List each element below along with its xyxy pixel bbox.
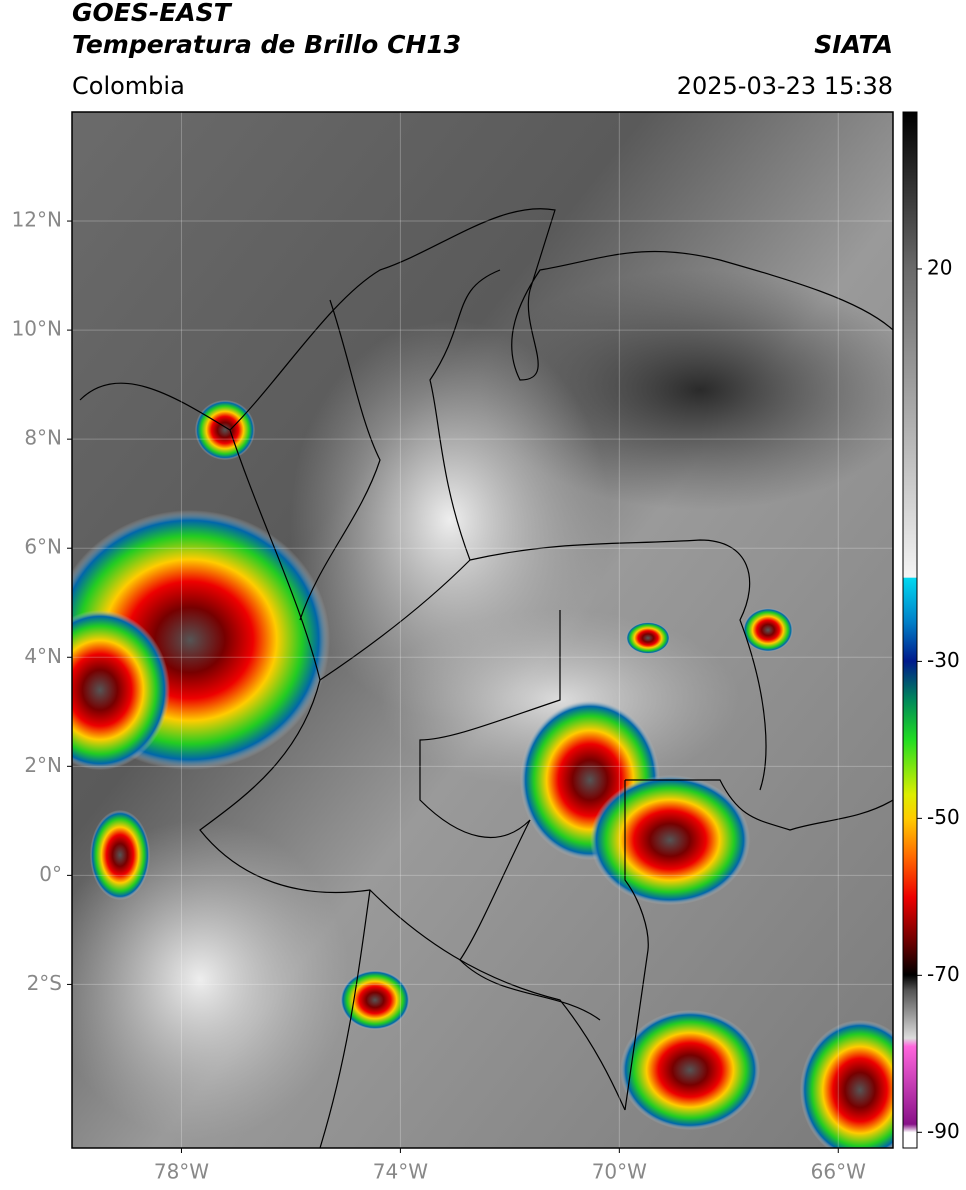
region: Colombia [72,72,185,100]
y-tick-label: 12°N [12,208,62,232]
x-tick-label: 74°W [373,1160,428,1184]
map-frame [71,111,894,1149]
source: SIATA [814,30,893,59]
y-tick-label: 4°N [24,644,62,668]
colorbar-tick-label: 20 [927,255,952,279]
y-tick-label: 6°N [24,535,62,559]
colorbar-tick-label: -70 [927,962,960,986]
y-tick-label: 2°S [27,971,62,995]
x-tick-label: 78°W [154,1160,209,1184]
colorbar-tick-label: -30 [927,648,960,672]
y-tick-label: 0° [39,862,62,886]
x-tick-label: 70°W [592,1160,647,1184]
y-tick-label: 8°N [24,426,62,450]
colorbar-tick-label: -50 [927,805,960,829]
y-tick-label: 10°N [12,317,62,341]
subtitle: Temperatura de Brillo CH13 [72,30,461,59]
colorbar-tick-label: -90 [927,1119,960,1143]
y-tick-label: 2°N [24,753,62,777]
x-tick-label: 66°W [811,1160,866,1184]
datetime: 2025-03-23 15:38 [677,72,893,100]
ticks: 78°W 74°W 70°W 66°W 12°N 10°N 8°N 6°N 4°N 2°N 0° 2°… [12,208,960,1184]
satellite-image [72,112,893,1148]
title: GOES-EAST [72,0,233,27]
graticule [72,112,893,1148]
colorbar [902,111,918,1149]
